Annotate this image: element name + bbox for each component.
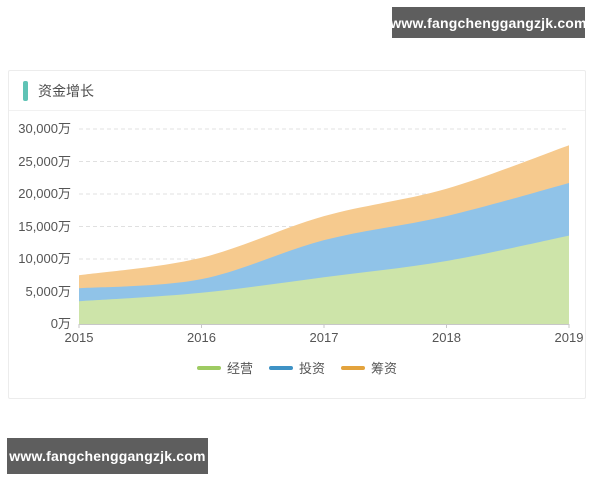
y-axis-tick-label: 30,000万 [18,121,71,136]
title-accent-bar [23,80,28,101]
legend-dash-icon [196,365,221,370]
legend-item-2[interactable]: 筹资 [341,358,397,377]
chart-legend: 经营 投资 筹资 [9,358,585,377]
x-axis-tick-label: 2016 [187,330,216,345]
y-axis-tick-label: 0万 [50,316,71,331]
area-series-0-经营 [79,235,569,324]
legend-dash-icon [341,365,365,370]
x-axis-tick-label: 2018 [432,330,461,345]
y-axis-tick-label: 20,000万 [18,186,71,201]
legend-dash-icon [268,365,293,370]
panel-header: 资金增长 [9,71,585,111]
chart-panel: 资金增长 30,000万 25,000万 20,000万 15,000万 10,000万… [8,70,586,399]
stacked-area-chart [78,128,570,328]
y-axis-tick-label: 10,000万 [18,251,71,266]
chart-title: 资金增长 [38,82,94,99]
legend-label: 筹资 [371,361,398,376]
watermark-bottom: www.fangchenggangzjk.com [7,438,208,474]
watermark-top: www.fangchenggangzjk.com [390,7,587,38]
x-axis-tick-label: 2017 [309,330,339,345]
legend-item-1[interactable]: 投资 [268,358,325,377]
y-axis-tick-label: 25,000万 [18,153,71,169]
x-axis-tick-label: 2019 [554,330,584,345]
legend-label: 经营 [226,361,253,376]
legend-item-0[interactable]: 经营 [196,358,253,377]
x-axis-tick-label: 2015 [64,330,94,345]
legend-label: 投资 [298,361,325,376]
chart-area: 30,000万 25,000万 20,000万 15,000万 10,000万 5,000… [9,111,585,398]
y-axis-tick-label: 5,000万 [25,283,71,299]
y-axis-tick-label: 15,000万 [18,218,71,234]
